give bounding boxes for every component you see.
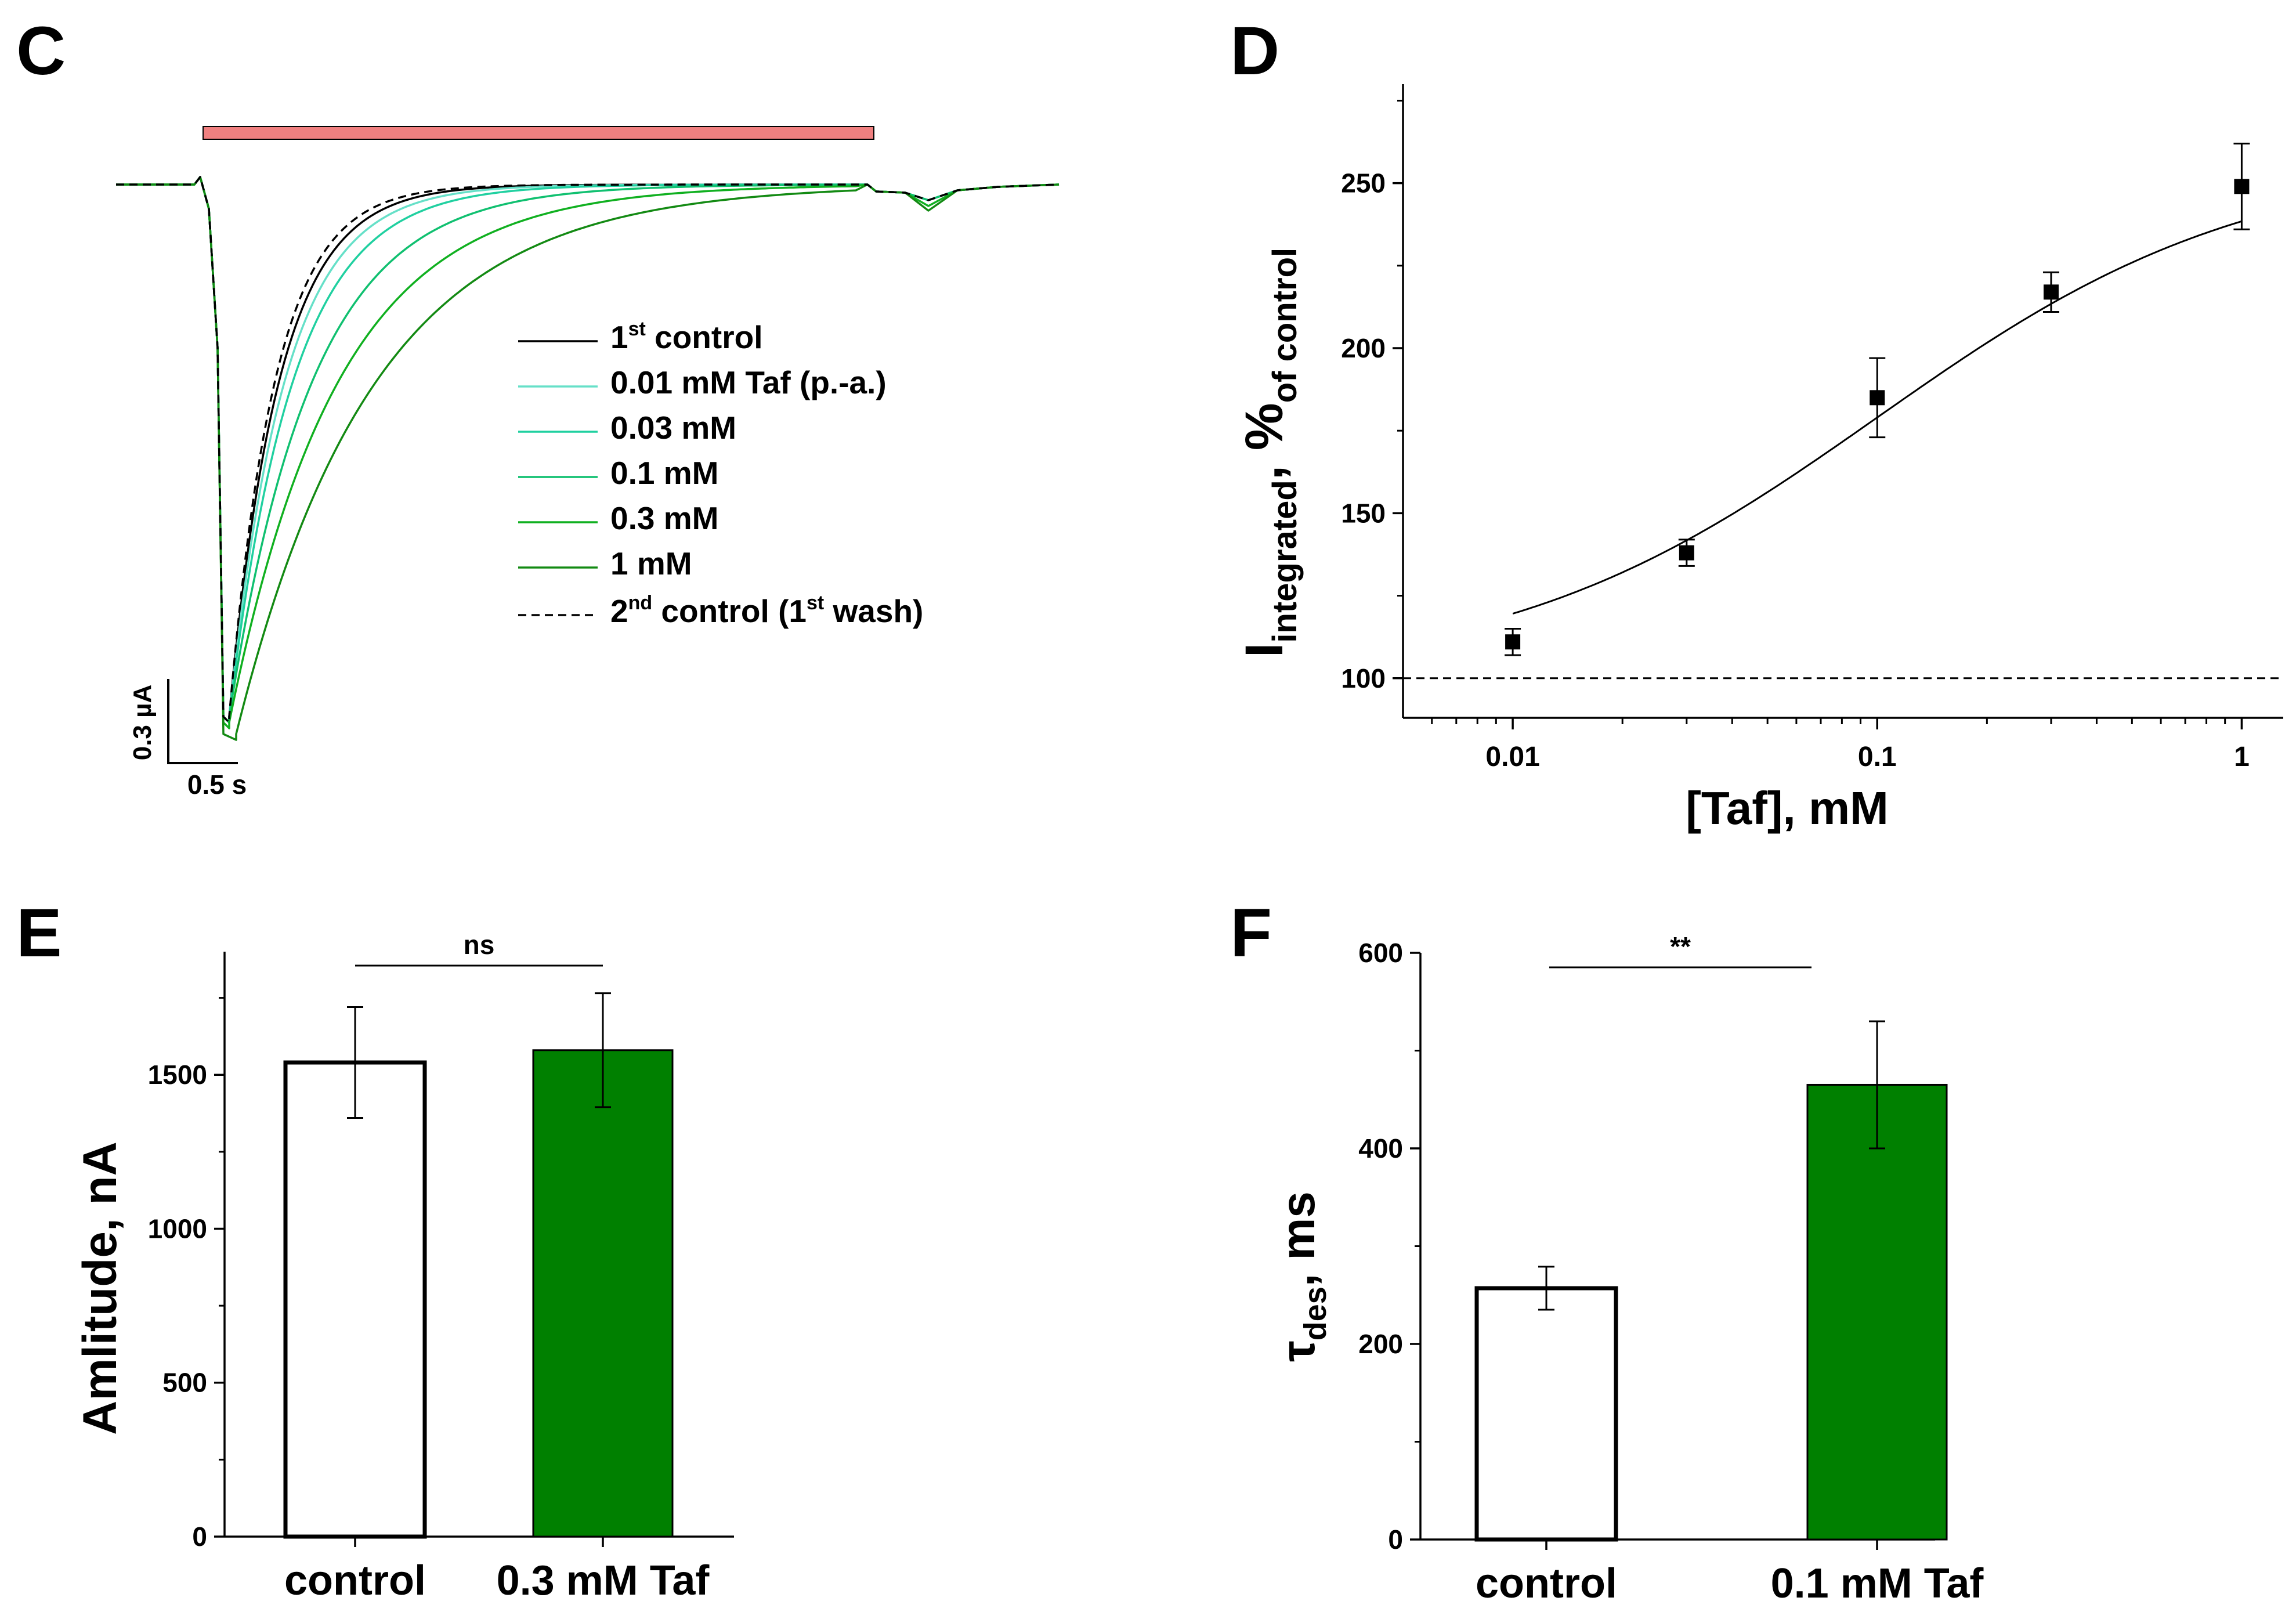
trace-4	[116, 176, 1060, 729]
bar-1	[1806, 1083, 1948, 1541]
d-x-axis-label: [Taf], mM	[1686, 782, 1889, 834]
legend-label-part: 1	[610, 319, 628, 355]
bar-0	[1474, 1286, 1618, 1542]
legend-label-part: wash)	[824, 593, 923, 629]
legend-label-5: 1 mM	[610, 545, 692, 581]
d-ylabel-main: I	[1235, 643, 1294, 658]
d-data-point-3	[2043, 284, 2059, 300]
legend-label-4: 0.3 mM	[610, 500, 718, 536]
scale-bar	[167, 679, 238, 764]
d-y-axis-label: Iintegrated, %of control	[1235, 248, 1304, 657]
dose-response-plot	[1403, 142, 2283, 680]
trace-0	[116, 176, 1060, 724]
significance-label: **	[1670, 931, 1691, 962]
d-y-tick-label: 200	[1341, 333, 1386, 363]
bar-y-tick-label: 500	[162, 1368, 207, 1398]
legend-label-6: 2nd control (1st wash)	[610, 592, 923, 629]
trace-3	[116, 176, 1060, 724]
d-x-tick-label: 1	[2234, 742, 2250, 772]
legend-label-0: 1st control	[610, 318, 763, 355]
legend-label-part: control (1	[652, 593, 807, 629]
legend-label-3: 0.1 mM	[610, 455, 718, 491]
dose-response-axes: 100 150 200 250 0.01 0.1 1	[1341, 84, 2283, 772]
bar-category-label: control	[284, 1557, 426, 1604]
f-ylabel-sub: des	[1298, 1286, 1333, 1340]
f-y-axis-label: τdes, ms	[1272, 1191, 1333, 1362]
trace-5	[116, 176, 1060, 741]
bar-y-tick-label: 600	[1358, 938, 1403, 968]
panel-letter-c: C	[16, 13, 66, 89]
d-x-tick-label: 0.01	[1485, 742, 1539, 772]
current-traces	[116, 176, 1060, 741]
bar-y-tick-label: 1500	[148, 1060, 207, 1090]
d-y-tick-label: 100	[1341, 663, 1386, 693]
bar-category-label: 0.1 mM Taf	[1771, 1560, 1984, 1607]
legend-label-part: 2	[610, 593, 628, 629]
bar-y-tick-label: 0	[192, 1522, 207, 1552]
d-data-point-0	[1505, 634, 1521, 650]
scale-bar-time-label: 0.5 s	[187, 769, 247, 800]
d-data-point-2	[1870, 390, 1885, 406]
bar-y-tick-label: 0	[1388, 1524, 1403, 1555]
panel-d: D 100 150 200 250 0.01 0.1 1 [Taf], mM Iintegr…	[1230, 13, 2283, 834]
legend-label-part: control	[646, 319, 763, 355]
legend-label-part: st	[628, 318, 646, 340]
amplitude-bar-chart: 0 500 1000 1500 control 0.3 mM Taf ns	[148, 930, 734, 1604]
panel-f: F 0 200 400 600 control 0.1 mM Taf ** τdes, ms	[1230, 895, 1984, 1607]
panel-e: E 0 500 1000 1500 control 0.3 mM Taf ns Amlitu…	[16, 895, 734, 1604]
d-ylabel-sub2: of control	[1266, 248, 1304, 403]
trace-1	[116, 176, 1060, 724]
panel-letter-e: E	[16, 895, 62, 971]
f-ylabel-tau: τ	[1272, 1340, 1325, 1362]
f-ylabel-unit: , ms	[1272, 1191, 1325, 1286]
application-bar	[203, 126, 874, 140]
bar-category-label: 0.3 mM Taf	[497, 1557, 710, 1604]
panel-letter-f: F	[1230, 895, 1272, 971]
panel-letter-d: D	[1230, 13, 1279, 89]
d-data-point-1	[1679, 545, 1694, 561]
significance-label: ns	[464, 930, 495, 960]
bar-category-label: control	[1476, 1560, 1617, 1607]
bar-y-tick-label: 400	[1358, 1133, 1403, 1163]
d-y-tick-label: 250	[1341, 168, 1386, 198]
legend-label-2: 0.03 mM	[610, 410, 736, 446]
scale-bar-current-label: 0.3 µA	[128, 685, 157, 761]
d-ylabel-sub: integrated	[1266, 480, 1304, 642]
e-y-axis-label: Amlitude, nA	[74, 1141, 126, 1435]
legend-label-1: 0.01 mM Taf (p.-a.)	[610, 364, 887, 400]
trace-6	[116, 176, 1060, 724]
d-x-tick-label: 0.1	[1858, 742, 1897, 772]
legend-label-part: st	[807, 592, 824, 614]
legend-label-part: nd	[628, 592, 653, 614]
d-data-point-4	[2234, 179, 2250, 194]
bar-0	[283, 1060, 427, 1539]
bar-y-tick-label: 1000	[148, 1213, 207, 1244]
tau-bar-chart: 0 200 400 600 control 0.1 mM Taf **	[1358, 931, 1984, 1607]
trace-2	[116, 176, 1060, 724]
d-y-tick-label: 150	[1341, 498, 1386, 528]
bar-y-tick-label: 200	[1358, 1329, 1403, 1359]
d-ylabel-mid: , %	[1235, 403, 1294, 480]
bar-1	[532, 1049, 674, 1538]
